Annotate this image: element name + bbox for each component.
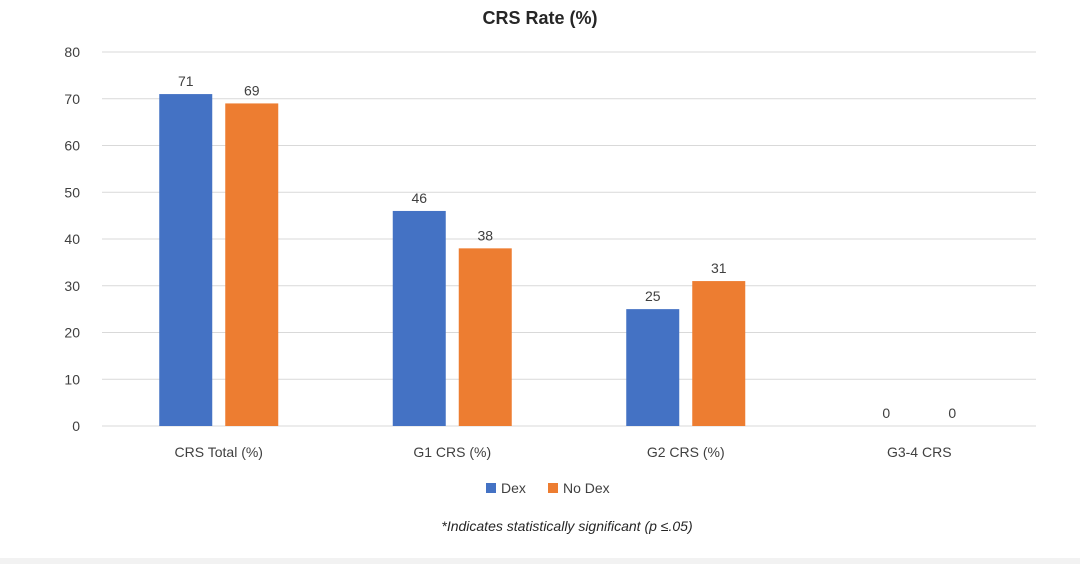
data-label: 0 bbox=[948, 405, 956, 421]
data-label: 69 bbox=[244, 82, 260, 98]
category-label: G1 CRS (%) bbox=[413, 444, 491, 460]
y-tick-label: 20 bbox=[64, 325, 80, 341]
legend-label: Dex bbox=[501, 480, 526, 496]
footnote: *Indicates statistically significant (p … bbox=[441, 518, 692, 534]
bar-dex bbox=[159, 94, 213, 426]
data-label: 0 bbox=[882, 405, 890, 421]
bar-no-dex bbox=[458, 248, 512, 426]
y-tick-label: 50 bbox=[64, 184, 80, 200]
chart-title: CRS Rate (%) bbox=[482, 8, 597, 28]
y-tick-label: 60 bbox=[64, 138, 80, 154]
data-label: 38 bbox=[477, 227, 493, 243]
category-label: G3-4 CRS bbox=[887, 444, 952, 460]
data-label: 71 bbox=[178, 73, 194, 89]
bar-no-dex bbox=[692, 281, 746, 426]
legend-label: No Dex bbox=[563, 480, 610, 496]
legend-swatch bbox=[486, 483, 496, 493]
x-axis: CRS Total (%) G1 CRS (%) G2 CRS (%) G3-4 CR… bbox=[175, 444, 952, 460]
y-tick-label: 30 bbox=[64, 278, 80, 294]
bar-no-dex bbox=[225, 103, 279, 427]
category-label: CRS Total (%) bbox=[175, 444, 263, 460]
data-label: 31 bbox=[711, 260, 727, 276]
y-tick-label: 10 bbox=[64, 371, 80, 387]
legend: Dex No Dex bbox=[486, 480, 610, 496]
y-axis: 0 10 20 30 40 50 60 70 80 bbox=[64, 44, 80, 434]
category-label: G2 CRS (%) bbox=[647, 444, 725, 460]
data-label: 46 bbox=[411, 190, 427, 206]
legend-swatch bbox=[548, 483, 558, 493]
data-labels: 71 69 46 38 25 31 0 0 bbox=[178, 73, 956, 421]
bars bbox=[159, 94, 746, 427]
bar-dex bbox=[626, 309, 680, 426]
y-tick-label: 0 bbox=[72, 418, 80, 434]
bar-dex bbox=[392, 210, 446, 426]
y-tick-label: 80 bbox=[64, 44, 80, 60]
data-label: 25 bbox=[645, 288, 661, 304]
y-tick-label: 40 bbox=[64, 231, 80, 247]
y-tick-label: 70 bbox=[64, 91, 80, 107]
